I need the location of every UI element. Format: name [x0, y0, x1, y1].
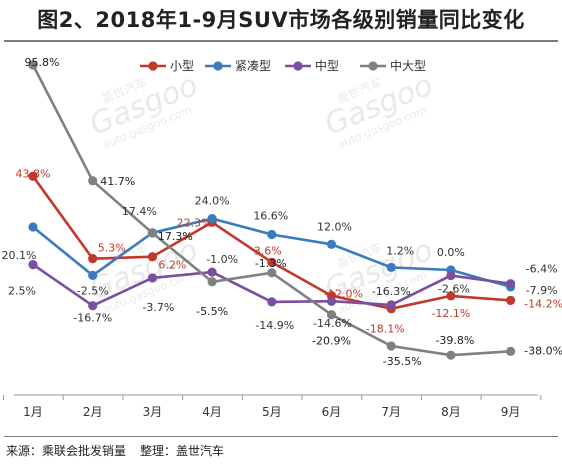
data-label: -7.9% [526, 284, 558, 297]
data-label: -16.7% [73, 312, 112, 325]
data-label: 2.5% [8, 285, 36, 298]
data-label: 6.2% [158, 259, 186, 272]
x-tick-label: 8月 [441, 405, 461, 419]
data-point [147, 273, 157, 283]
data-label: 41.7% [100, 175, 135, 188]
data-point [207, 277, 217, 287]
data-point [386, 262, 396, 273]
data-label: -38.0% [524, 344, 562, 357]
legend-marker [293, 61, 303, 71]
data-point [147, 228, 157, 238]
data-label: 3.6% [254, 244, 282, 257]
data-point [446, 350, 456, 360]
data-point [28, 60, 38, 70]
x-tick-label: 5月 [262, 405, 282, 419]
legend-item-3: 中型 [285, 58, 339, 73]
footer: 来源：乘联会批发销量 整理：盖世汽车 [6, 442, 224, 459]
data-point [88, 301, 98, 311]
data-label: -1.3% [255, 257, 287, 270]
data-point [267, 229, 277, 240]
data-label: 95.8% [25, 56, 60, 69]
legend: 小型 紧凑型 中型 中大型 [140, 58, 426, 73]
data-label: -14.6% [313, 317, 352, 330]
data-label: 22.3% [177, 216, 212, 229]
data-label: 0.0% [437, 246, 465, 259]
data-point [88, 270, 98, 280]
data-point [446, 270, 456, 281]
data-point [28, 222, 38, 232]
data-label: -35.5% [383, 355, 422, 368]
data-label: 5.3% [98, 242, 126, 255]
data-point [28, 260, 38, 270]
legend-label: 紧凑型 [235, 59, 271, 73]
data-label: 12.0% [317, 220, 352, 233]
legend-item-2: 紧凑型 [205, 59, 271, 73]
data-point [506, 295, 516, 305]
data-label: 17.3% [158, 230, 193, 243]
data-point [386, 300, 396, 310]
data-label: -20.9% [312, 335, 351, 348]
legend-item-1: 小型 [140, 59, 194, 73]
data-label: 16.6% [253, 209, 288, 222]
data-point [326, 296, 337, 306]
data-point [28, 171, 38, 181]
data-point [267, 257, 277, 267]
series-layer [28, 60, 516, 360]
data-label: -14.9% [255, 319, 294, 332]
x-axis-ticks: 1月 2月 3月 4月 5月 6月 7月 8月 9月 [3, 395, 542, 419]
data-label: -18.1% [366, 323, 405, 336]
data-labels-layer: 43.8% 5.3% 6.2% 22.3% 3.6% -12.0% -18.1% -12.1%… [2, 56, 562, 368]
x-tick-label: 2月 [83, 405, 103, 419]
source-note: 来源：乘联会批发销量 [6, 444, 127, 458]
legend-label: 小型 [170, 59, 194, 73]
editor-note: 整理：盖世汽车 [140, 444, 225, 458]
data-point [326, 239, 337, 249]
legend-item-4: 中大型 [360, 58, 426, 73]
data-point [506, 346, 516, 356]
data-point [267, 268, 277, 278]
data-point [386, 341, 396, 351]
data-label: 17.4% [122, 205, 157, 218]
data-point [446, 291, 456, 301]
legend-label: 中型 [315, 58, 339, 73]
x-tick-label: 3月 [143, 405, 163, 419]
data-point [207, 267, 217, 277]
data-label: 1.2% [386, 244, 414, 257]
data-point [267, 297, 277, 307]
data-label: -5.5% [196, 305, 228, 318]
x-tick-label: 9月 [501, 405, 521, 419]
title-divider [4, 40, 558, 42]
data-label: -14.2% [524, 297, 562, 310]
data-point [147, 252, 157, 262]
legend-label: 中大型 [390, 58, 426, 73]
data-point [506, 279, 516, 289]
data-label: -12.0% [324, 288, 363, 301]
x-tick-label: 4月 [202, 405, 222, 419]
data-label: -16.3% [372, 285, 411, 298]
x-tick-label: 7月 [381, 405, 401, 419]
data-label: 43.8% [16, 167, 51, 180]
data-point [207, 214, 217, 224]
data-label: -3.7% [142, 301, 174, 314]
data-label: -2.6% [438, 283, 470, 296]
data-point [88, 176, 98, 186]
chart-title: 图2、2018年1-9月SUV市场各级别销量同比变化 [37, 8, 525, 32]
data-label: 24.0% [195, 195, 230, 208]
legend-marker [213, 61, 223, 71]
data-point [326, 310, 337, 320]
legend-marker [148, 61, 158, 71]
data-label: -2.5% [77, 284, 109, 297]
legend-marker [368, 61, 378, 71]
data-label: -12.1% [431, 307, 470, 320]
data-label: -39.8% [435, 334, 474, 347]
x-tick-label: 1月 [23, 405, 43, 419]
data-label: -6.4% [526, 263, 558, 276]
data-label: -1.0% [206, 253, 238, 266]
data-point [88, 254, 98, 264]
data-label: 20.1% [2, 249, 37, 262]
footer-divider [4, 436, 558, 437]
x-tick-label: 6月 [322, 405, 342, 419]
